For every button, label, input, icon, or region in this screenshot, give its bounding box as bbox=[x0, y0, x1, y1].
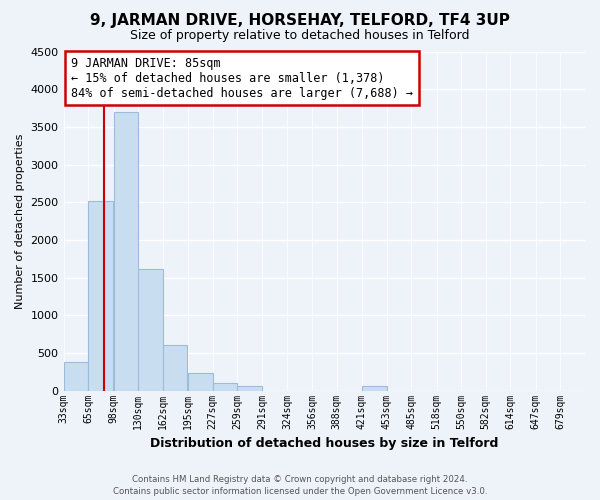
Bar bbox=[163, 346, 187, 391]
Bar bbox=[213, 383, 238, 390]
Y-axis label: Number of detached properties: Number of detached properties bbox=[15, 134, 25, 309]
Bar bbox=[64, 362, 88, 390]
Bar bbox=[138, 268, 163, 390]
Bar bbox=[88, 200, 113, 390]
Text: Size of property relative to detached houses in Telford: Size of property relative to detached ho… bbox=[130, 29, 470, 42]
Text: 9, JARMAN DRIVE, HORSEHAY, TELFORD, TF4 3UP: 9, JARMAN DRIVE, HORSEHAY, TELFORD, TF4 … bbox=[90, 12, 510, 28]
Bar bbox=[362, 386, 386, 390]
X-axis label: Distribution of detached houses by size in Telford: Distribution of detached houses by size … bbox=[150, 437, 499, 450]
Text: Contains HM Land Registry data © Crown copyright and database right 2024.
Contai: Contains HM Land Registry data © Crown c… bbox=[113, 474, 487, 496]
Bar bbox=[238, 386, 262, 390]
Text: 9 JARMAN DRIVE: 85sqm
← 15% of detached houses are smaller (1,378)
84% of semi-d: 9 JARMAN DRIVE: 85sqm ← 15% of detached … bbox=[71, 56, 413, 100]
Bar bbox=[113, 112, 138, 390]
Bar bbox=[188, 372, 213, 390]
